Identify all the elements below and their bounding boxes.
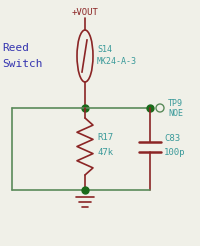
Text: NOE: NOE [168,109,183,119]
Text: 100p: 100p [164,148,186,157]
Text: R17: R17 [97,133,113,142]
Text: Reed: Reed [2,43,29,53]
Text: C83: C83 [164,134,180,143]
Text: +VOUT: +VOUT [72,8,98,17]
Text: Switch: Switch [2,59,42,69]
Text: TP9: TP9 [168,98,183,108]
Text: MK24-A-3: MK24-A-3 [97,58,137,66]
Text: S14: S14 [97,46,112,55]
Text: 47k: 47k [97,148,113,157]
